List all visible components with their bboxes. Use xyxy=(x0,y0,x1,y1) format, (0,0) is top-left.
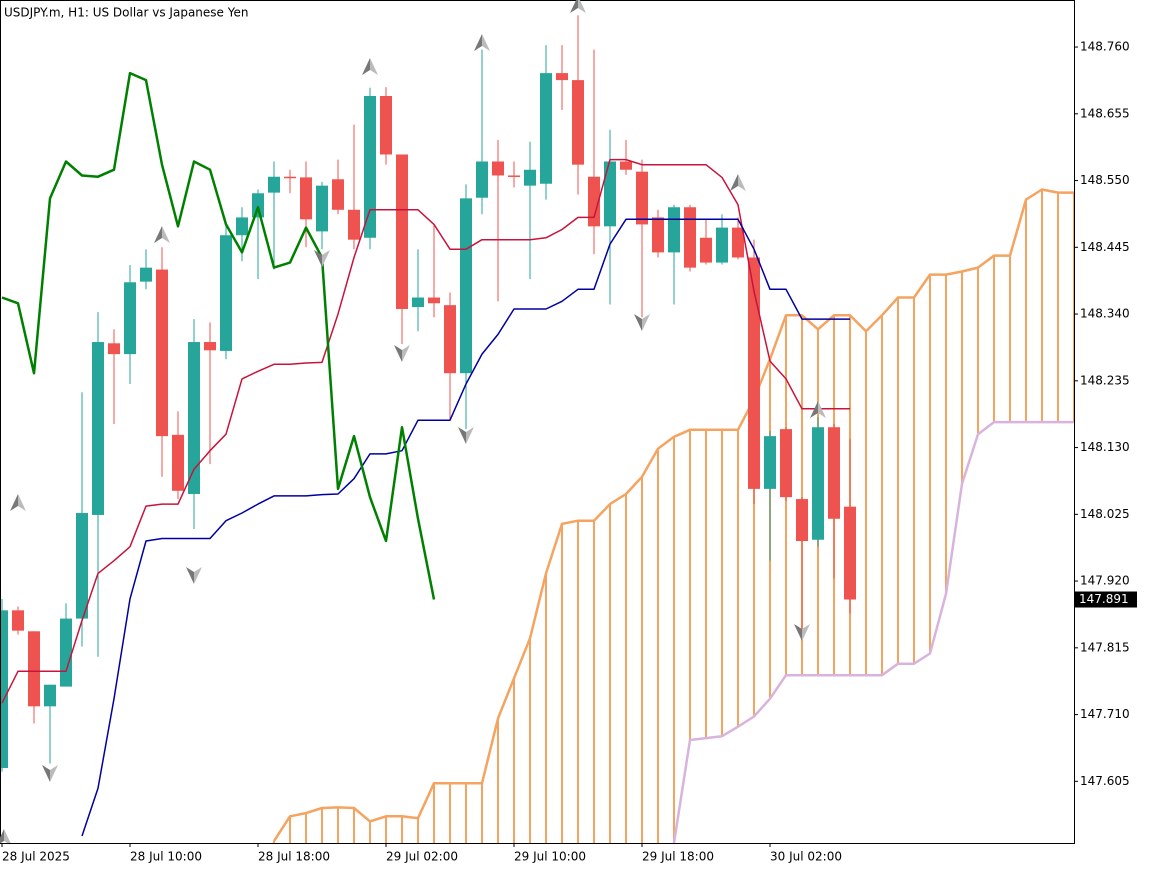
candle-body xyxy=(92,342,104,515)
candle-body xyxy=(668,207,680,253)
candle-body xyxy=(732,227,744,258)
y-tick-label: 147.815 xyxy=(1080,640,1130,654)
candle-body xyxy=(124,282,136,355)
candle-body xyxy=(556,73,568,81)
candle-body xyxy=(604,161,616,227)
candle-body xyxy=(588,176,600,227)
x-tick-label: 28 Jul 2025 xyxy=(2,850,70,864)
candle-body xyxy=(444,305,456,374)
candle-body xyxy=(284,176,296,179)
x-tick-label: 28 Jul 18:00 xyxy=(258,850,330,864)
candle-body xyxy=(332,179,344,210)
candle-body xyxy=(780,429,792,498)
candle-body xyxy=(220,235,232,351)
candle-body xyxy=(508,175,520,177)
candle-body xyxy=(396,154,408,309)
candle-body xyxy=(268,176,280,193)
candle-body xyxy=(28,631,40,707)
candle-body xyxy=(300,177,312,220)
y-tick-label: 148.445 xyxy=(1080,240,1130,254)
senkou-span-a xyxy=(272,188,1074,842)
candle-body xyxy=(428,297,440,304)
senkou-span-b xyxy=(672,420,1074,843)
candle-body xyxy=(140,267,152,282)
y-tick-label: 148.130 xyxy=(1080,440,1130,454)
y-tick-label: 148.340 xyxy=(1080,307,1130,321)
candle-body xyxy=(796,499,808,542)
candle-body xyxy=(524,169,536,186)
candle-body xyxy=(188,342,200,494)
y-tick-label: 148.235 xyxy=(1080,373,1130,387)
x-tick-label: 30 Jul 02:00 xyxy=(770,850,842,864)
candle-body xyxy=(156,269,168,437)
y-tick-label: 147.605 xyxy=(1080,774,1130,788)
candle-body xyxy=(700,237,712,263)
current-price-box xyxy=(1075,591,1137,608)
candle-body xyxy=(316,185,328,232)
y-tick-label: 148.760 xyxy=(1080,40,1130,54)
candle-body xyxy=(684,207,696,268)
candle-body xyxy=(60,618,72,687)
candle-body xyxy=(812,427,824,540)
x-tick-label: 29 Jul 10:00 xyxy=(514,850,586,864)
candle-body xyxy=(364,95,376,238)
candle-body xyxy=(764,436,776,489)
y-tick-label: 148.025 xyxy=(1080,507,1130,521)
candle-body xyxy=(108,343,120,355)
candle-body xyxy=(460,198,472,374)
candle-body xyxy=(748,257,760,489)
candle-body xyxy=(252,193,264,218)
x-tick-label: 29 Jul 18:00 xyxy=(642,850,714,864)
y-tick-label: 147.920 xyxy=(1080,574,1130,588)
candle-body xyxy=(412,297,424,308)
candle-body xyxy=(204,342,216,351)
candle-body xyxy=(476,161,488,198)
y-tick-label: 147.710 xyxy=(1080,707,1130,721)
indicator-line xyxy=(81,218,850,837)
candle-body xyxy=(636,171,648,225)
candle-body xyxy=(844,506,856,600)
candle-body xyxy=(716,227,728,263)
chart-title: USDJPY.m, H1: US Dollar vs Japanese Yen xyxy=(4,6,248,20)
plot-area xyxy=(0,15,1074,843)
candle-body xyxy=(44,684,56,707)
candle-body xyxy=(540,73,552,184)
y-tick-label: 148.550 xyxy=(1080,173,1130,187)
candle-body xyxy=(76,513,88,619)
candle-body xyxy=(620,161,632,170)
current-price-label: 147.891 xyxy=(1079,592,1129,606)
candle-body xyxy=(380,95,392,155)
indicator-line xyxy=(1,71,436,600)
candle-body xyxy=(492,161,504,176)
candle-body xyxy=(572,80,584,165)
candle-body xyxy=(172,434,184,491)
candle-body xyxy=(828,427,840,519)
candle-body xyxy=(0,610,8,768)
candle-body xyxy=(236,217,248,236)
candle-body xyxy=(348,209,360,240)
y-tick-label: 148.655 xyxy=(1080,106,1130,120)
x-tick-label: 29 Jul 02:00 xyxy=(386,850,458,864)
x-tick-label: 28 Jul 10:00 xyxy=(130,850,202,864)
indicator-line xyxy=(1,158,850,704)
candle-body xyxy=(12,610,24,631)
candle-body xyxy=(652,217,664,253)
